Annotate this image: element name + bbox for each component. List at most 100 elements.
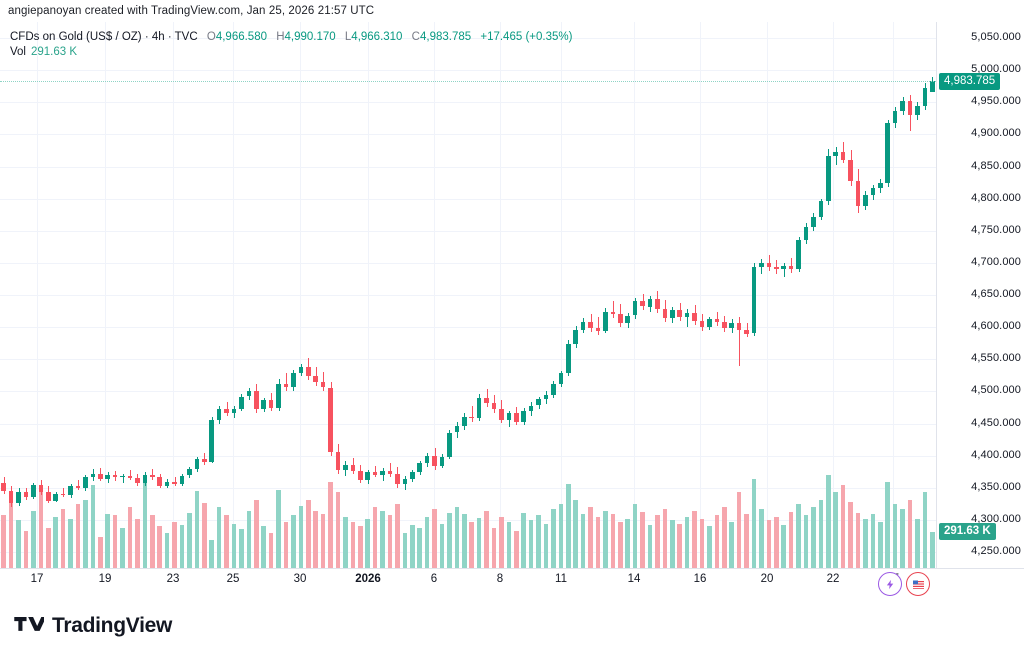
candle-body-bullish <box>536 399 541 406</box>
candle-body-bearish <box>350 464 356 471</box>
price-tick-label: 4,900.000 <box>971 127 1021 140</box>
candle-body-bearish <box>848 160 853 181</box>
volume-bar <box>313 510 318 568</box>
chart-corner-badges <box>878 572 930 596</box>
volume-bar <box>907 499 913 568</box>
candle-body-bullish <box>380 471 385 475</box>
volume-bar <box>38 489 44 568</box>
candle-body-bullish <box>833 152 838 157</box>
volume-bar <box>298 505 304 568</box>
footer: TradingView <box>0 600 1024 661</box>
candle-body-bearish <box>618 314 623 324</box>
volume-bar <box>855 513 861 568</box>
candle-body-bullish <box>298 366 304 374</box>
candle-body-bullish <box>83 476 88 489</box>
candle-body-bullish <box>142 474 148 484</box>
volume-bar <box>380 510 385 568</box>
price-axis[interactable]: 5,050.000 5,000.000 4,950.000 4,900.000 4,85… <box>936 22 1024 568</box>
volume-bar <box>246 510 252 568</box>
volume-bar <box>558 504 564 568</box>
time-tick-label: 6 <box>430 573 438 585</box>
candle-body-bearish <box>722 322 727 329</box>
time-gridline <box>700 22 701 568</box>
candle-body-bearish <box>254 391 259 410</box>
price-tick-label: 5,000.000 <box>971 63 1021 76</box>
candle-body-bearish <box>313 375 318 383</box>
price-tick-label: 4,450.000 <box>971 416 1021 429</box>
volume-bar <box>194 491 200 568</box>
candle-body-bullish <box>781 265 786 270</box>
candle-wick <box>323 372 324 392</box>
volume-bar <box>150 515 155 568</box>
candle-body-bearish <box>736 323 742 330</box>
time-gridline <box>767 22 768 568</box>
volume-bar <box>848 502 853 568</box>
price-tick-label: 4,950.000 <box>971 95 1021 108</box>
candle-body-bullish <box>231 408 237 414</box>
candle-body-bullish <box>625 315 630 324</box>
candle-body-bullish <box>922 88 928 107</box>
volume-bar <box>833 492 838 568</box>
chart-frame: 5,050.000 5,000.000 4,950.000 4,900.000 4,85… <box>0 22 1024 596</box>
time-gridline <box>105 22 106 568</box>
candle-body-bearish <box>172 481 177 484</box>
candle-body-bullish <box>454 426 460 433</box>
volume-bar <box>803 515 809 568</box>
volume-bar <box>276 489 281 568</box>
price-tick-label: 4,800.000 <box>971 191 1021 204</box>
candle-body-bullish <box>811 216 816 227</box>
volume-bar <box>209 539 214 568</box>
volume-bar <box>870 514 876 568</box>
volume-bar <box>410 525 415 568</box>
price-gridline <box>0 295 936 296</box>
candle-body-bullish <box>31 484 36 497</box>
candle-body-bearish <box>907 101 913 116</box>
chart-plot-area[interactable] <box>0 22 936 568</box>
candle-body-bullish <box>543 395 549 400</box>
volume-bar <box>573 499 578 568</box>
volume-bar <box>60 509 66 568</box>
price-tick-label: 4,700.000 <box>971 255 1021 268</box>
candle-wick <box>123 473 124 483</box>
price-gridline <box>0 198 936 200</box>
volume-bar <box>202 503 207 568</box>
candle-wick <box>598 316 599 335</box>
volume-bar <box>358 526 363 568</box>
volume-bar <box>31 510 36 568</box>
candle-body-bearish <box>46 492 51 501</box>
us-flag-icon[interactable] <box>906 572 930 596</box>
candle-body-bearish <box>283 383 289 388</box>
time-tick-label: 20 <box>760 573 774 585</box>
volume-bar <box>766 520 772 568</box>
time-axis[interactable]: 1719232530202668111416202225 <box>0 568 1024 591</box>
candle-body-bullish <box>759 262 764 267</box>
price-gridline <box>0 262 936 264</box>
volume-bar <box>610 514 616 568</box>
candle-body-bullish <box>53 493 58 501</box>
candle-body-bearish <box>855 180 861 207</box>
lightning-icon[interactable] <box>878 572 902 596</box>
time-gridline <box>233 22 234 568</box>
price-tick-label: 5,050.000 <box>971 31 1021 44</box>
attribution-text: angiepanoyan created with TradingView.co… <box>8 5 375 17</box>
volume-bar <box>521 513 526 568</box>
candle-body-bullish <box>402 478 408 484</box>
volume-bar <box>291 515 296 568</box>
candle-body-bullish <box>447 432 452 457</box>
candle-body-bullish <box>521 410 526 423</box>
candle-body-bullish <box>120 475 125 478</box>
candle-wick <box>687 309 688 328</box>
candle-body-bearish <box>328 387 333 452</box>
candle-body-bullish <box>751 266 757 334</box>
candle-body-bullish <box>818 201 824 217</box>
candle-body-bullish <box>261 400 266 410</box>
candle-body-bullish <box>573 329 578 344</box>
candle-body-bearish <box>432 455 437 466</box>
candle-body-bearish <box>588 322 593 329</box>
candle-body-bearish <box>60 493 66 496</box>
price-gridline <box>0 423 936 425</box>
candle-body-bearish <box>135 478 140 484</box>
volume-bar <box>365 519 370 568</box>
candle-body-bearish <box>358 471 363 480</box>
candle-body-bullish <box>900 101 905 112</box>
